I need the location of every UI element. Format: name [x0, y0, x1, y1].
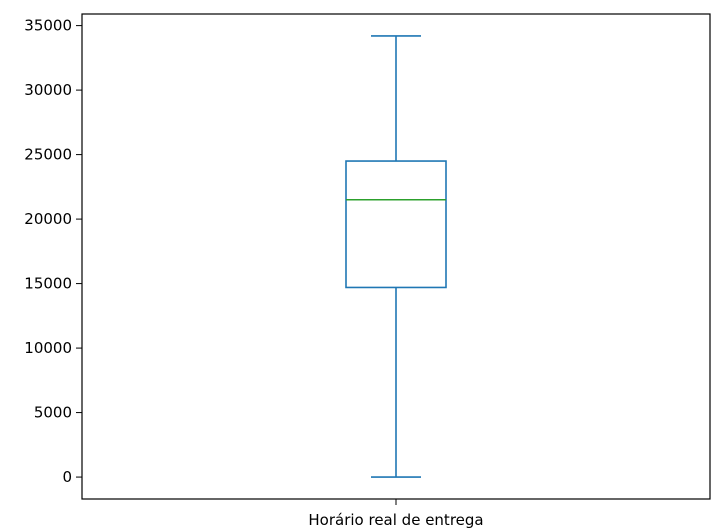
- y-tick-label: 15000: [24, 275, 72, 293]
- box-series: [345, 35, 447, 478]
- y-tick-label: 35000: [24, 17, 72, 35]
- y-tick-label: 5000: [34, 404, 72, 422]
- y-tick-label: 25000: [24, 146, 72, 164]
- box-body: [345, 160, 447, 289]
- y-tick-label: 10000: [24, 339, 72, 357]
- box: [345, 35, 447, 478]
- x-tick-label: Horário real de entrega: [308, 511, 483, 529]
- y-axis: 0 5000 10000 15000 20000 25000 30000 35000: [24, 17, 82, 486]
- x-axis: Horário real de entrega: [308, 499, 484, 529]
- y-tick-label: 0: [62, 468, 72, 486]
- y-tick-label: 20000: [24, 210, 72, 228]
- y-tick-label: 30000: [24, 81, 72, 99]
